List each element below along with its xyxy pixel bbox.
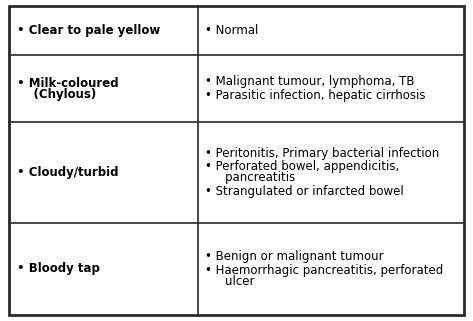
Text: • Peritonitis, Primary bacterial infection: • Peritonitis, Primary bacterial infecti… bbox=[205, 147, 439, 160]
Text: • Bloody tap: • Bloody tap bbox=[17, 263, 100, 275]
Text: • Malignant tumour, lymphoma, TB: • Malignant tumour, lymphoma, TB bbox=[205, 75, 414, 89]
Text: • Parasitic infection, hepatic cirrhosis: • Parasitic infection, hepatic cirrhosis bbox=[205, 89, 425, 102]
Text: • Normal: • Normal bbox=[205, 24, 258, 37]
Text: • Clear to pale yellow: • Clear to pale yellow bbox=[17, 24, 160, 37]
Text: • Perforated bowel, appendicitis,: • Perforated bowel, appendicitis, bbox=[205, 160, 399, 173]
Text: • Strangulated or infarcted bowel: • Strangulated or infarcted bowel bbox=[205, 185, 403, 198]
Text: (Chylous): (Chylous) bbox=[17, 88, 96, 101]
Text: ulcer: ulcer bbox=[210, 275, 254, 288]
Text: • Milk-coloured: • Milk-coloured bbox=[17, 77, 119, 90]
Text: pancreatitis: pancreatitis bbox=[210, 171, 295, 185]
Text: • Haemorrhagic pancreatitis, perforated: • Haemorrhagic pancreatitis, perforated bbox=[205, 264, 443, 277]
Text: • Cloudy/turbid: • Cloudy/turbid bbox=[17, 166, 119, 179]
Text: • Benign or malignant tumour: • Benign or malignant tumour bbox=[205, 250, 384, 263]
